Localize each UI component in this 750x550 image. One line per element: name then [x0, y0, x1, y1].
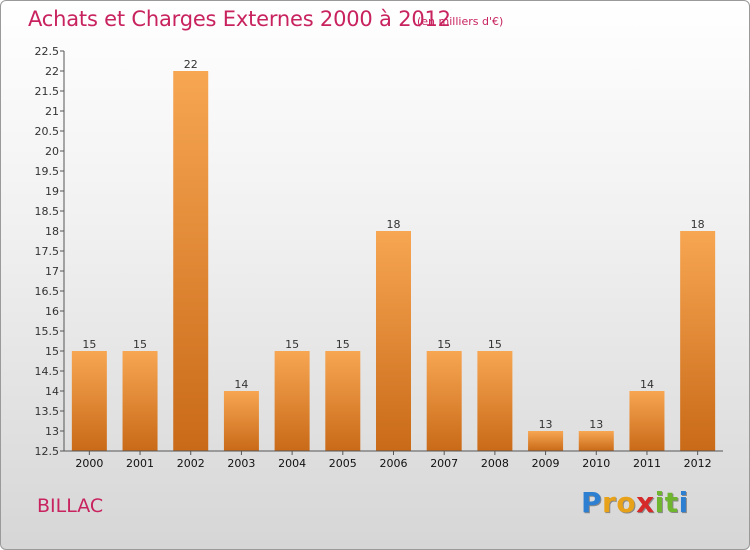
y-tick-label: 14.5 — [35, 365, 60, 378]
value-label: 15 — [437, 338, 451, 351]
logo-letter: r — [602, 486, 617, 519]
bar-2011 — [629, 391, 665, 451]
value-label: 14 — [234, 378, 248, 391]
logo-letter: P — [581, 486, 603, 519]
y-tick-label: 21.5 — [35, 85, 60, 98]
bars: 15 15 22 14 15 15 18 15 15 13 13 14 18 — [71, 58, 716, 451]
commune-name: BILLAC — [37, 495, 104, 517]
y-tick-label: 19 — [45, 185, 59, 198]
y-tick-label: 17 — [45, 265, 59, 278]
value-label: 15 — [82, 338, 96, 351]
y-tick-label: 16 — [45, 305, 59, 318]
bar-2002 — [173, 71, 209, 451]
logo-letter: x — [636, 486, 655, 519]
value-label: 14 — [640, 378, 654, 391]
value-label: 15 — [336, 338, 350, 351]
value-label: 18 — [387, 218, 401, 231]
value-label: 13 — [539, 418, 553, 431]
value-label: 15 — [285, 338, 299, 351]
logo-letter: o — [616, 486, 637, 519]
x-tick-label: 2008 — [481, 457, 509, 470]
bar-2005 — [325, 351, 361, 451]
bar-2009 — [528, 431, 564, 451]
y-tick-label: 18.5 — [35, 205, 60, 218]
y-tick-label: 22 — [45, 65, 59, 78]
bar-2006 — [376, 231, 411, 451]
x-tick-label: 2003 — [227, 457, 255, 470]
x-tick-label: 2000 — [75, 457, 103, 470]
bar-2007 — [426, 351, 462, 451]
x-tick-label: 2009 — [532, 457, 560, 470]
y-tick-label: 17.5 — [35, 245, 60, 258]
x-tick-label: 2006 — [380, 457, 408, 470]
x-tick-label: 2005 — [329, 457, 357, 470]
y-tick-label: 20 — [45, 145, 59, 158]
bar-2004 — [274, 351, 310, 451]
y-tick-label: 13.5 — [35, 405, 60, 418]
bar-2000 — [71, 351, 107, 451]
y-tick-label: 16.5 — [35, 285, 60, 298]
chart-subtitle: (en milliers d'€) — [417, 15, 504, 28]
y-tick-label: 19.5 — [35, 165, 60, 178]
logo-letter: i — [678, 486, 689, 519]
value-label: 13 — [589, 418, 603, 431]
bar-2001 — [122, 351, 158, 451]
logo-letter: t — [664, 486, 679, 519]
proxiti-logo: Proxiti — [581, 486, 689, 519]
y-axis: 12.5 13 13.5 14 14.5 15 15.5 16 16.5 17 17.5 18 18.5… — [35, 45, 65, 458]
value-label: 15 — [488, 338, 502, 351]
bar-2008 — [477, 351, 513, 451]
y-tick-label: 21 — [45, 105, 59, 118]
y-tick-label: 22.5 — [35, 45, 60, 58]
value-label: 15 — [133, 338, 147, 351]
logo-letter: i — [654, 486, 665, 519]
x-tick-label: 2007 — [430, 457, 458, 470]
chart-title: Achats et Charges Externes 2000 à 2012 — [28, 7, 451, 31]
x-tick-label: 2004 — [278, 457, 306, 470]
x-tick-label: 2001 — [126, 457, 154, 470]
bar-2012 — [680, 231, 716, 451]
x-tick-label: 2012 — [684, 457, 712, 470]
y-tick-label: 12.5 — [35, 445, 60, 458]
x-tick-label: 2011 — [633, 457, 661, 470]
value-label: 22 — [184, 58, 198, 71]
bar-2010 — [578, 431, 614, 451]
y-tick-label: 14 — [45, 385, 59, 398]
value-label: 18 — [691, 218, 705, 231]
y-tick-label: 15 — [45, 345, 59, 358]
y-tick-label: 20.5 — [35, 125, 60, 138]
y-tick-label: 15.5 — [35, 325, 60, 338]
bar-2003 — [223, 391, 259, 451]
y-tick-label: 13 — [45, 425, 59, 438]
x-tick-label: 2002 — [177, 457, 205, 470]
x-tick-label: 2010 — [582, 457, 610, 470]
y-tick-label: 18 — [45, 225, 59, 238]
x-axis: 2000 2001 2002 2003 2004 2005 2006 2007 2008 2009… — [64, 450, 723, 470]
